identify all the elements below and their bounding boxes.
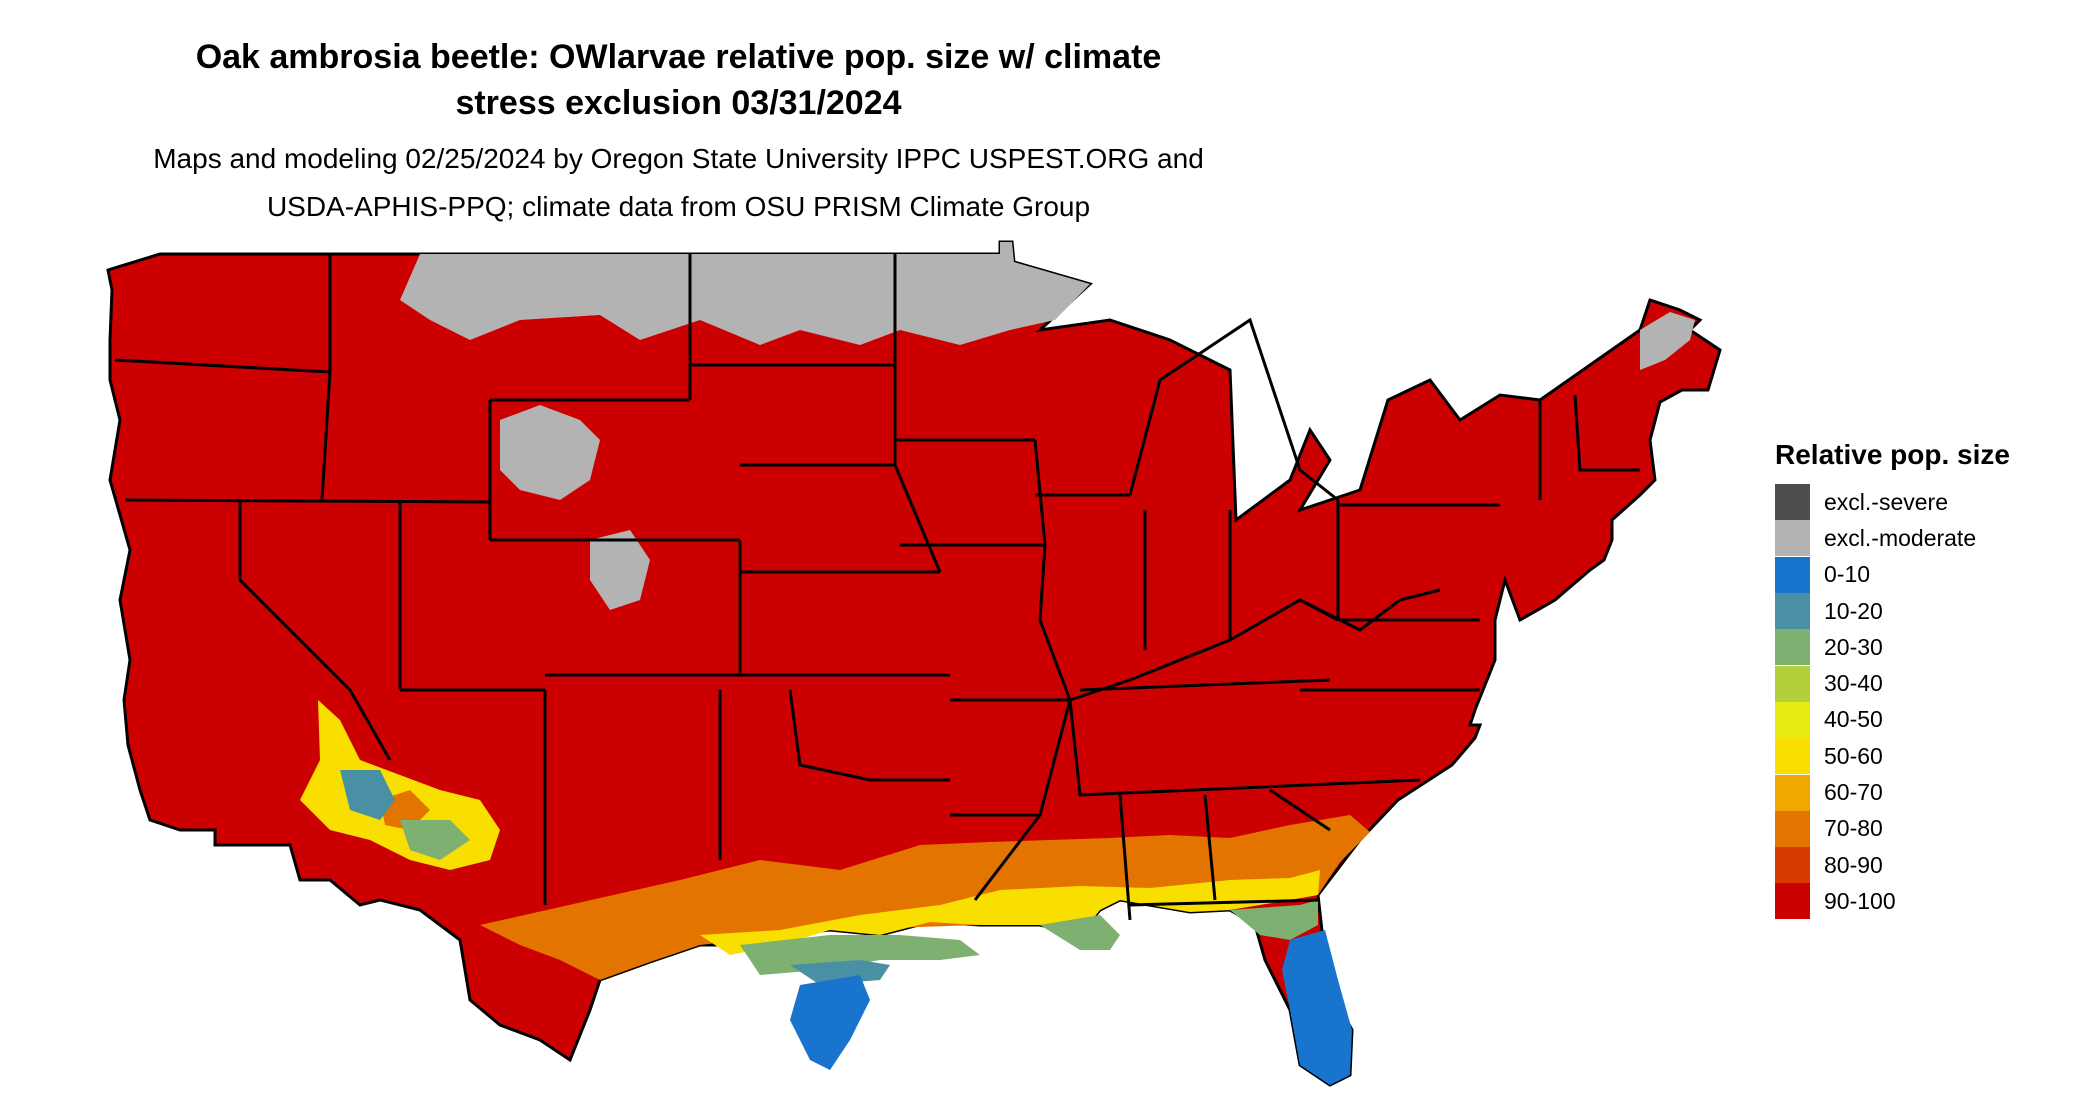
zone-sw-blue-green (340, 770, 395, 820)
legend-item: 50-60 (1775, 738, 2010, 775)
legend-label: 90-100 (1824, 887, 1896, 914)
zone-70-80 (480, 815, 1370, 980)
legend-label: 60-70 (1824, 779, 1883, 806)
legend-label: 80-90 (1824, 851, 1883, 878)
legend-item: 60-70 (1775, 774, 2010, 811)
legend-title: Relative pop. size (1775, 439, 2010, 470)
legend-swatch (1775, 810, 1810, 847)
legend-item: 0-10 (1775, 556, 2010, 593)
border-new-england (1573, 394, 1640, 472)
border-mn-west (893, 254, 942, 573)
legend-item: 30-40 (1775, 665, 2010, 702)
legend-label: 10-20 (1824, 597, 1883, 624)
legend-swatch (1775, 665, 1810, 702)
legend-label: excl.-severe (1824, 488, 1948, 515)
zone-excluded-wyoming (500, 405, 600, 500)
zone-10-20 (790, 960, 890, 985)
legend-item: 80-90 (1775, 847, 2010, 884)
legend-swatch (1775, 593, 1810, 630)
legend-label: 40-50 (1824, 706, 1883, 733)
legend-label: 0-10 (1824, 561, 1871, 588)
zone-0-10-texas (790, 975, 870, 1070)
map-subtitle-line1: Maps and modeling 02/25/2024 by Oregon S… (153, 143, 1204, 174)
legend-swatch (1775, 484, 1810, 521)
legend-label: 70-80 (1824, 815, 1883, 842)
legend-swatch (1775, 738, 1810, 775)
zone-excluded-colorado (590, 530, 650, 610)
climate-zones (300, 242, 1695, 1085)
legend-label: 50-60 (1824, 742, 1883, 769)
legend-item: excl.-moderate (1775, 520, 2010, 557)
border-tn-south (1068, 699, 1421, 797)
border-ok-tx (788, 689, 950, 782)
zone-50-60 (700, 870, 1320, 955)
border-mississippi (973, 439, 1072, 901)
legend-label: 20-30 (1824, 633, 1883, 660)
legend-item: 70-80 (1775, 810, 2010, 847)
legend-item: excl.-severe (1775, 484, 2010, 521)
legend-item: 20-30 (1775, 629, 2010, 666)
legend-item: 10-20 (1775, 593, 2010, 630)
border-idaho-west (320, 254, 332, 501)
zone-excluded-maine (1640, 312, 1695, 370)
border-ky-tn (1079, 678, 1331, 692)
legend-swatch (1775, 883, 1810, 920)
legend-swatch (1775, 556, 1810, 593)
border-va-wv (1299, 588, 1441, 632)
map-title: Oak ambrosia beetle: OWlarvae relative p… (0, 34, 1357, 126)
legend-swatch (1775, 847, 1810, 884)
state-borders (114, 254, 1640, 921)
border-al-ga (1203, 794, 1217, 901)
map-subtitle: Maps and modeling 02/25/2024 by Oregon S… (0, 135, 1357, 231)
border-michigan (1128, 317, 1339, 502)
map-title-line1: Oak ambrosia beetle: OWlarvae relative p… (195, 38, 1162, 76)
border-ms-al (1118, 794, 1132, 921)
map-title-line2: stress exclusion 03/31/2024 (455, 84, 902, 122)
border-ca-nv (238, 502, 392, 761)
map-subtitle-line2: USDA-APHIS-PPQ; climate data from OSU PR… (266, 191, 1091, 222)
border-ga-fl (1129, 898, 1321, 907)
zone-excluded-north (400, 242, 1090, 345)
zone-20-30-gulf (1040, 915, 1120, 950)
zone-sw-green (400, 820, 470, 860)
legend-swatch (1775, 629, 1810, 666)
legend-label: 30-40 (1824, 670, 1883, 697)
zone-20-30-fl-panhandle (1230, 900, 1318, 940)
legend-swatch (1775, 701, 1810, 738)
legend: Relative pop. size excl.-severe excl.-mod… (1775, 438, 2010, 920)
legend-label: excl.-moderate (1824, 524, 1977, 551)
legend-swatch (1775, 774, 1810, 811)
legend-swatch (1775, 520, 1810, 557)
border-ga-sc (1269, 788, 1331, 832)
border-wa-or (114, 358, 331, 374)
legend-item: 40-50 (1775, 701, 2010, 738)
zone-0-10-florida (1282, 930, 1352, 1085)
legend-items: excl.-severe excl.-moderate 0-10 10-20 20-30… (1775, 484, 2010, 920)
legend-item: 90-100 (1775, 883, 2010, 920)
border-or-ca-nv (124, 498, 491, 504)
